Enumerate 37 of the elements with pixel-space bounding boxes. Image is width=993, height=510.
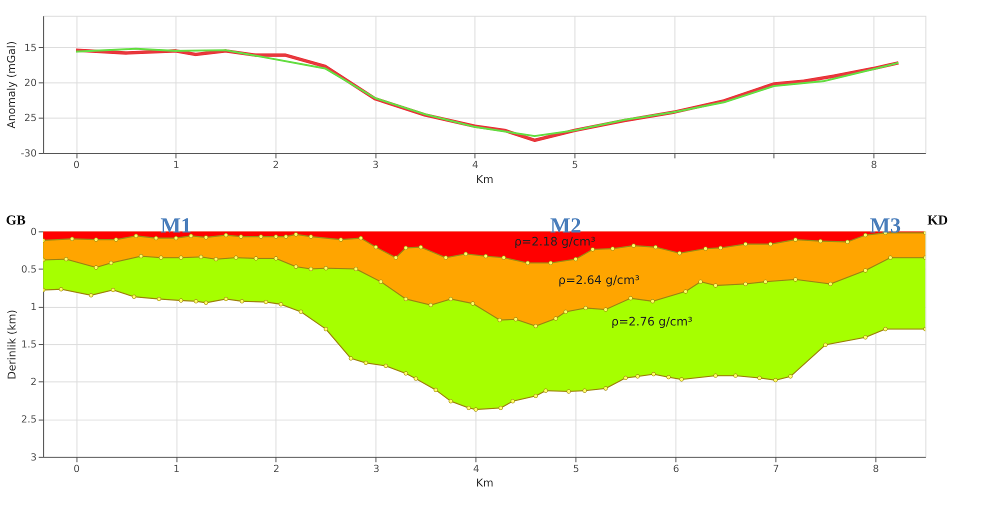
x-tick-label: 3 <box>372 160 379 172</box>
y-tick-label: 2 <box>30 377 37 388</box>
y-tick-label: 3 <box>30 452 37 464</box>
x-tick-label: 0 <box>73 464 80 476</box>
annotation: ρ=2.76 g/cm³ <box>611 314 693 328</box>
y-tick-label: 1.5 <box>21 340 37 351</box>
y-tick-label: 15 <box>24 42 37 54</box>
y-tick-label: 20 <box>24 78 37 89</box>
x-tick-label: 4 <box>472 160 478 172</box>
x-axis-title: Km <box>476 172 494 186</box>
y-axis-title: Derinlik (km) <box>5 310 18 380</box>
annotation: M1 <box>160 213 192 238</box>
y-axis-title: Anomaly (mGal) <box>4 41 18 129</box>
x-tick-label: 7 <box>772 464 780 476</box>
x-tick-label: 8 <box>872 464 880 476</box>
x-tick-label: 4 <box>473 464 480 476</box>
x-axis-title: Km <box>476 476 494 490</box>
y-tick-label: 0 <box>30 226 37 238</box>
y-tick-label: 1 <box>30 302 37 313</box>
text: KD <box>927 212 948 228</box>
annotation: ρ=2.64 g/cm³ <box>558 272 640 287</box>
x-tick-label: 3 <box>373 464 380 476</box>
x-tick-label: 5 <box>573 464 580 476</box>
x-tick-label: 0 <box>73 160 80 172</box>
y-tick-label: 2.5 <box>21 414 37 426</box>
x-tick-label: 2 <box>273 464 280 476</box>
x-tick-label: 1 <box>173 464 180 476</box>
x-tick-label: 1 <box>173 160 180 172</box>
y-tick-label: -30 <box>20 148 37 160</box>
x-tick-label: 2 <box>272 160 280 172</box>
x-tick-label: 5 <box>572 160 578 172</box>
y-tick-label: 25 <box>24 113 37 124</box>
x-tick-label: 6 <box>672 464 680 476</box>
x-tick-label: 8 <box>870 160 878 172</box>
text: GB <box>6 212 26 228</box>
annotation: M3 <box>870 213 902 238</box>
y-tick-label: 0.5 <box>21 264 37 276</box>
